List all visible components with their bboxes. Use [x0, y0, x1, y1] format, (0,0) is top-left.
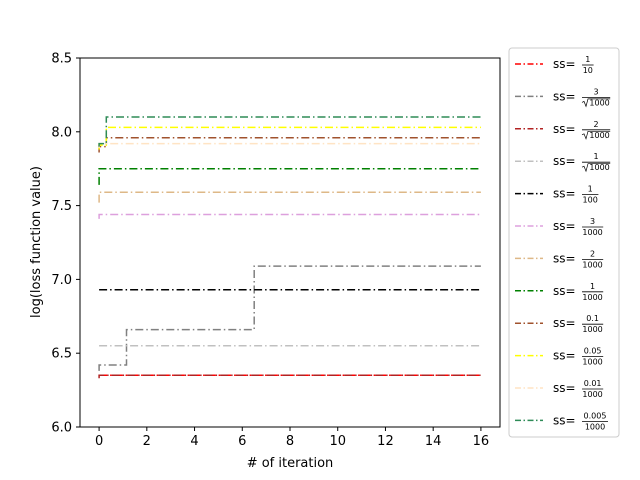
- legend-entry: ss= 0.005 1000: [515, 411, 608, 431]
- legend-entry: ss= 1 1000: [515, 152, 611, 173]
- legend-denominator: 1000: [582, 390, 602, 399]
- legend-frame: [508, 47, 620, 438]
- legend-entry: ss= 0.1 1000: [515, 314, 604, 334]
- legend-denominator: 10: [583, 66, 593, 75]
- legend-entry: ss= 0.01 1000: [515, 379, 604, 399]
- legend-numerator: 1: [585, 55, 590, 64]
- legend-denominator: 1000: [582, 260, 602, 269]
- series-line-8: [98, 167, 481, 185]
- legend-entry: ss= 1 1000: [515, 282, 604, 302]
- legend-denominator: 1000: [582, 228, 602, 237]
- y-tick-label: 8.0: [51, 125, 72, 140]
- series-line-6: [98, 213, 481, 219]
- legend-numerator: 1: [594, 152, 599, 161]
- legend-label-prefix: ss=: [553, 349, 576, 363]
- legend-denominator: 1000: [585, 422, 605, 431]
- sqrt-sign: [581, 130, 611, 140]
- legend-label-prefix: ss=: [553, 122, 576, 136]
- series-line-12: [98, 116, 481, 147]
- x-axis: 0 2 4 6 8 10 12 14 16: [95, 427, 489, 449]
- legend-numerator: 0.005: [584, 411, 607, 420]
- series-line-3: [98, 374, 481, 379]
- y-tick-label: 7.0: [51, 273, 72, 288]
- legend-numerator: 1: [588, 185, 593, 194]
- sqrt-sign: [581, 163, 611, 173]
- legend-entry: ss= 3 1000: [515, 87, 611, 108]
- plot-area: [98, 116, 481, 379]
- legend-label-prefix: ss=: [553, 316, 576, 330]
- legend-numerator: 3: [594, 87, 599, 96]
- y-tick-label: 6.0: [51, 421, 72, 436]
- legend-label-prefix: ss=: [553, 251, 576, 265]
- x-tick-label: 4: [190, 434, 198, 449]
- x-axis-label: # of iteration: [247, 456, 334, 471]
- legend-label-prefix: ss=: [553, 89, 576, 103]
- legend-label-prefix: ss=: [553, 219, 576, 233]
- legend-denominator: 100: [583, 196, 598, 205]
- legend-label-prefix: ss=: [553, 381, 576, 395]
- legend-denominator: 1000: [589, 131, 609, 140]
- legend-numerator: 0.1: [586, 314, 599, 323]
- legend-denominator: 1000: [589, 98, 609, 107]
- legend-numerator: 1: [590, 282, 595, 291]
- x-tick-label: 8: [286, 434, 294, 449]
- legend-label-prefix: ss=: [553, 57, 576, 71]
- x-tick-label: 12: [377, 434, 394, 449]
- y-tick-label: 6.5: [51, 347, 72, 362]
- x-tick-label: 16: [473, 434, 490, 449]
- legend-numerator: 2: [590, 249, 595, 258]
- legend-denominator: 1000: [582, 293, 602, 302]
- legend-denominator: 1000: [589, 163, 609, 172]
- y-axis: 6.0 6.5 7.0 7.5 8.0 8.5: [51, 52, 80, 436]
- legend-entry: ss= 1 100: [515, 185, 599, 205]
- x-tick-label: 6: [238, 434, 246, 449]
- x-tick-label: 14: [425, 434, 442, 449]
- legend-entry: ss= 1 10: [515, 55, 594, 75]
- legend-entry: ss= 2 1000: [515, 249, 604, 269]
- legend-entry: ss= 3 1000: [515, 217, 604, 237]
- legend-entry: ss= 0.05 1000: [515, 347, 604, 367]
- y-tick-label: 7.5: [51, 199, 72, 214]
- sqrt-sign: [581, 98, 611, 108]
- legend-numerator: 0.05: [584, 347, 602, 356]
- x-tick-label: 10: [329, 434, 346, 449]
- x-tick-label: 0: [95, 434, 103, 449]
- legend-numerator: 0.01: [584, 379, 602, 388]
- legend-label-prefix: ss=: [553, 187, 576, 201]
- y-axis-label: log(loss function value): [29, 166, 44, 318]
- series-line-2: [98, 265, 481, 371]
- legend-label-prefix: ss=: [553, 154, 576, 168]
- legend-numerator: 3: [590, 217, 595, 226]
- legend-label-prefix: ss=: [553, 413, 576, 427]
- legend-numerator: 2: [594, 120, 599, 129]
- x-tick-label: 2: [143, 434, 151, 449]
- legend-label-prefix: ss=: [553, 284, 576, 298]
- series-line-7: [98, 191, 481, 203]
- y-tick-label: 8.5: [51, 52, 72, 67]
- legend-denominator: 1000: [582, 358, 602, 367]
- legend-denominator: 1000: [582, 325, 602, 334]
- legend-entry: ss= 2 1000: [515, 120, 611, 140]
